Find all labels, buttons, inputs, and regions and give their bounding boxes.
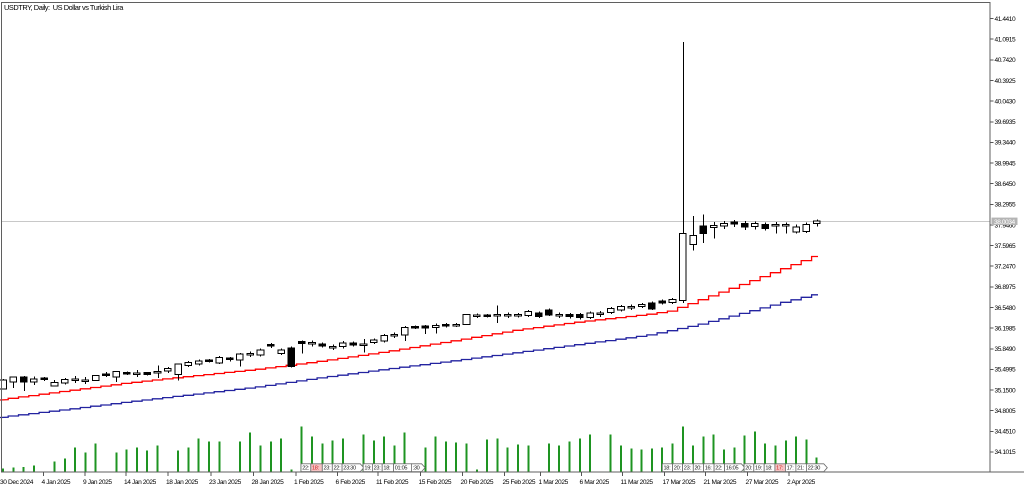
- svg-text:36.8975: 36.8975: [995, 284, 1016, 291]
- svg-text:38.6450: 38.6450: [995, 181, 1016, 188]
- svg-text:17:: 17:: [787, 466, 795, 472]
- svg-text:36.1985: 36.1985: [995, 325, 1016, 332]
- svg-text:30 Dec 2024: 30 Dec 2024: [0, 479, 34, 486]
- svg-text:41.4410: 41.4410: [995, 16, 1016, 23]
- svg-text:23:: 23:: [324, 466, 332, 472]
- svg-text:25 Feb 2025: 25 Feb 2025: [503, 479, 536, 486]
- svg-text:35.1500: 35.1500: [995, 387, 1016, 394]
- svg-text:39.6935: 39.6935: [995, 119, 1016, 126]
- svg-text:22:: 22:: [715, 466, 723, 472]
- svg-text:38.2955: 38.2955: [995, 202, 1016, 209]
- svg-text:6 Feb 2025: 6 Feb 2025: [336, 479, 366, 486]
- svg-text:19:: 19:: [364, 466, 372, 472]
- svg-text:18:: 18:: [765, 466, 773, 472]
- svg-text:20:: 20:: [695, 466, 703, 472]
- svg-text:18 Jan 2025: 18 Jan 2025: [166, 479, 199, 486]
- svg-text:4 Jan 2025: 4 Jan 2025: [42, 479, 71, 486]
- svg-text:27 Mar 2025: 27 Mar 2025: [746, 479, 779, 486]
- svg-text:20:: 20:: [745, 466, 753, 472]
- svg-text:15 Feb 2025: 15 Feb 2025: [419, 479, 452, 486]
- svg-text:38.0034: 38.0034: [994, 219, 1015, 226]
- svg-text:20 Feb 2025: 20 Feb 2025: [461, 479, 494, 486]
- svg-text:18:: 18:: [664, 466, 672, 472]
- svg-text:28 Jan 2025: 28 Jan 2025: [252, 479, 285, 486]
- svg-text:22:: 22:: [334, 466, 342, 472]
- svg-text:9 Jan 2025: 9 Jan 2025: [83, 479, 112, 486]
- svg-text:19:: 19:: [755, 466, 763, 472]
- svg-text:11 Feb 2025: 11 Feb 2025: [376, 479, 409, 486]
- svg-text:11 Mar 2025: 11 Mar 2025: [621, 479, 654, 486]
- svg-text:01:05: 01:05: [395, 466, 408, 472]
- svg-text:21:: 21:: [797, 466, 805, 472]
- svg-text:14 Jan 2025: 14 Jan 2025: [124, 479, 157, 486]
- svg-text:2 Apr 2025: 2 Apr 2025: [787, 479, 816, 486]
- svg-text:41.0915: 41.0915: [995, 37, 1016, 44]
- svg-text:34.4510: 34.4510: [995, 429, 1016, 436]
- svg-text:40.7420: 40.7420: [995, 57, 1016, 64]
- svg-text:22:: 22:: [302, 466, 310, 472]
- svg-text:23:30: 23:30: [343, 466, 356, 472]
- svg-text:35.8490: 35.8490: [995, 346, 1016, 353]
- svg-text:40.0430: 40.0430: [995, 98, 1016, 105]
- svg-text:34.1015: 34.1015: [995, 449, 1016, 456]
- svg-text:22:30: 22:30: [808, 466, 821, 472]
- svg-text:18:: 18:: [312, 466, 320, 472]
- svg-text:37.2470: 37.2470: [995, 264, 1016, 271]
- svg-text:35.4995: 35.4995: [995, 367, 1016, 374]
- svg-text:6 Mar 2025: 6 Mar 2025: [580, 479, 610, 486]
- svg-text:USDTRY, Daily: US Dollar vs T: USDTRY, Daily: US Dollar vs Turkish Lira: [4, 3, 124, 12]
- svg-text:1 Mar 2025: 1 Mar 2025: [539, 479, 569, 486]
- svg-text:38.9945: 38.9945: [995, 160, 1016, 167]
- svg-text:37.5965: 37.5965: [995, 243, 1016, 250]
- svg-text:18:: 18:: [383, 466, 391, 472]
- svg-text::30: :30: [413, 466, 420, 472]
- svg-text:16:: 16:: [705, 466, 713, 472]
- svg-text:39.3440: 39.3440: [995, 140, 1016, 147]
- svg-text:36.5480: 36.5480: [995, 305, 1016, 312]
- svg-text:37.9460: 37.9460: [995, 222, 1016, 229]
- svg-text:17:: 17:: [776, 466, 784, 472]
- svg-text:21 Mar 2025: 21 Mar 2025: [704, 479, 737, 486]
- svg-text:23:: 23:: [684, 466, 692, 472]
- svg-text:20:: 20:: [674, 466, 682, 472]
- svg-text:23 Jan 2025: 23 Jan 2025: [209, 479, 242, 486]
- svg-text:17 Mar 2025: 17 Mar 2025: [663, 479, 696, 486]
- svg-text:34.8005: 34.8005: [995, 408, 1016, 415]
- svg-text:23:: 23:: [374, 466, 382, 472]
- svg-text:16:05: 16:05: [726, 466, 739, 472]
- svg-text:40.3925: 40.3925: [995, 78, 1016, 85]
- svg-text:1 Feb 2025: 1 Feb 2025: [294, 479, 324, 486]
